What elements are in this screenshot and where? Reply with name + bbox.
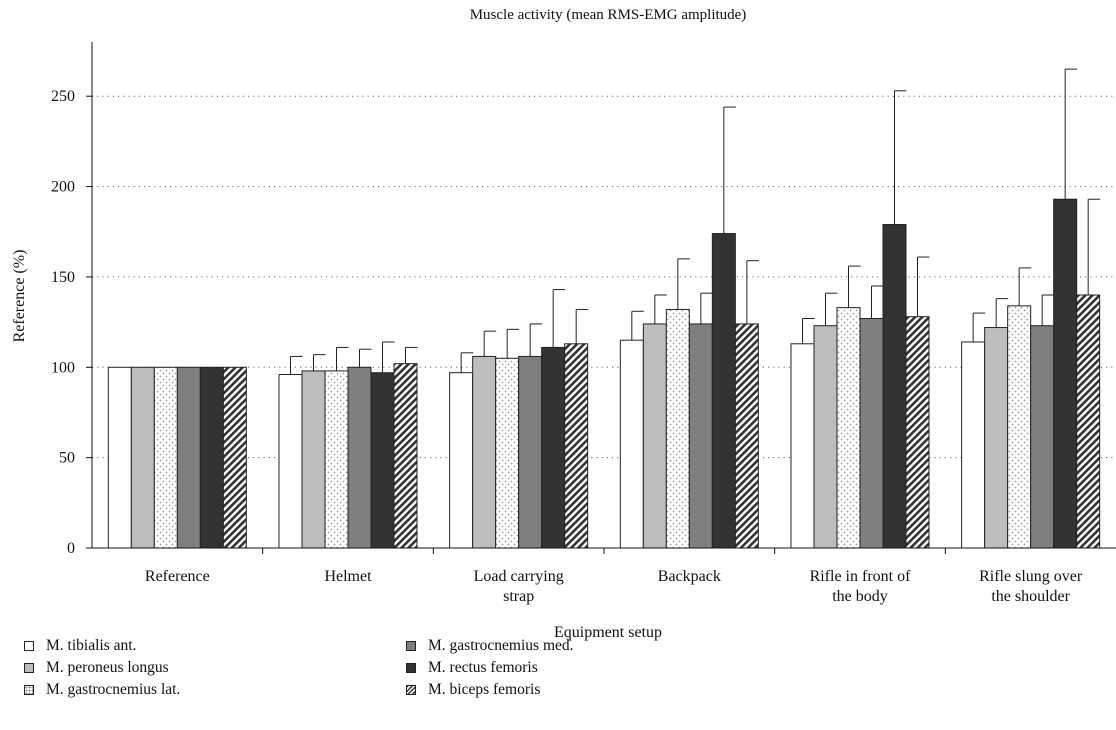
bar [1007, 305, 1032, 549]
x-axis-label: Equipment setup [554, 624, 662, 641]
legend-item: M. biceps femoris [406, 681, 540, 699]
category-label: Backpack [658, 568, 721, 585]
category-label-line: the shoulder [991, 588, 1070, 605]
y-tick-label: 50 [59, 450, 75, 467]
bar [278, 374, 303, 549]
category-label-line: the body [832, 588, 888, 605]
y-tick-label: 0 [67, 540, 75, 557]
bar [790, 343, 815, 549]
legend-swatch [24, 641, 34, 651]
bar [619, 339, 644, 549]
bar [324, 370, 349, 549]
y-tick-label: 200 [51, 179, 75, 196]
bar [711, 233, 736, 549]
y-tick-label: 100 [51, 359, 75, 376]
bar [836, 307, 861, 549]
legend-label: M. peroneus longus [46, 659, 169, 676]
category-label-line: Load carrying [474, 568, 564, 585]
bar [347, 366, 372, 549]
legend-label: M. gastrocnemius med. [428, 637, 574, 654]
y-tick-label: 150 [51, 269, 75, 286]
category-label-line: strap [503, 588, 534, 605]
legend-item: M. gastrocnemius med. [406, 637, 574, 655]
category-label: Reference [145, 568, 210, 585]
legend-swatch [24, 685, 34, 695]
legend-label: M. gastrocnemius lat. [46, 681, 181, 698]
category-label-line: Rifle in front of [810, 568, 912, 585]
legend-label: M. tibialis ant. [46, 637, 137, 654]
chart-title: Muscle activity (mean RMS-EMG amplitude) [470, 7, 747, 23]
bar [1030, 325, 1055, 549]
legend-item: M. peroneus longus [24, 659, 169, 677]
category-label-line: Rifle slung over [979, 568, 1083, 585]
bar [518, 355, 543, 549]
bar [642, 323, 667, 549]
bar [564, 343, 589, 549]
bar [153, 366, 178, 549]
bar [984, 327, 1009, 549]
legend-item: M. gastrocnemius lat. [24, 681, 180, 699]
y-axis-label: Reference (%) [11, 250, 28, 343]
bar [130, 366, 155, 549]
bar [370, 372, 395, 549]
bar [1076, 294, 1101, 549]
y-tick-label: 250 [51, 88, 75, 105]
bar [905, 316, 930, 549]
category-label: Helmet [324, 568, 372, 585]
legend-swatch [24, 663, 34, 673]
bar [222, 366, 247, 549]
bar [107, 366, 132, 549]
bar [1053, 198, 1078, 549]
category-label: Rifle slung over the shoulder [979, 568, 1083, 605]
legend-swatch [406, 663, 416, 673]
bar [541, 346, 566, 549]
bar [961, 341, 986, 549]
bar [472, 355, 497, 549]
bar [495, 357, 520, 549]
category-label-line: Helmet [324, 568, 372, 585]
bar [176, 366, 201, 549]
legend-item: M. rectus femoris [406, 659, 538, 677]
bar [734, 323, 759, 549]
bar [301, 370, 326, 549]
bar [813, 325, 838, 549]
legend-item: M. tibialis ant. [24, 637, 136, 655]
bar [665, 308, 690, 549]
legend-label: M. biceps femoris [428, 681, 541, 698]
category-label-line: Reference [145, 568, 210, 585]
legend-swatch [406, 641, 416, 651]
legend-label: M. rectus femoris [428, 659, 538, 676]
bar [859, 317, 884, 549]
bar [688, 323, 713, 549]
bar [199, 366, 224, 549]
legend-swatch [406, 685, 416, 695]
category-label: Load carrying strap [474, 568, 564, 605]
category-label-line: Backpack [658, 568, 721, 585]
bar [882, 224, 907, 549]
bar [393, 363, 418, 549]
bar [449, 372, 474, 549]
category-label: Rifle in front of the body [810, 568, 912, 605]
